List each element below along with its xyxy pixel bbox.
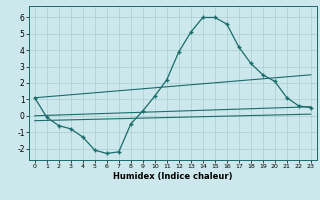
X-axis label: Humidex (Indice chaleur): Humidex (Indice chaleur) — [113, 172, 233, 181]
